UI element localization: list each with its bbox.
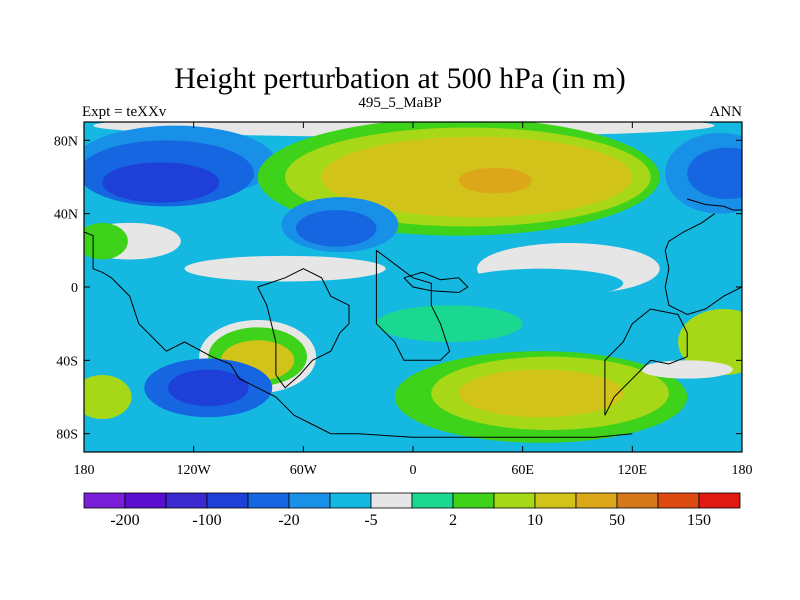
experiment-label: Expt = teXXv: [82, 104, 167, 120]
colorbar-swatch: [370, 492, 413, 509]
field-south-pacific-low-2: [168, 369, 249, 407]
field-indian-ocean-cyan: [458, 268, 624, 299]
field-sw-pacific-high: [84, 375, 132, 419]
colorbar-label: 50: [609, 512, 625, 529]
colorbar-swatch: [575, 492, 618, 509]
field-southern-ocean-high-inner: [458, 369, 624, 418]
coastline-1: [257, 268, 350, 389]
colorbar-swatch: [83, 492, 126, 509]
x-tick-label: 120E: [618, 463, 648, 478]
x-tick-label: 60W: [290, 463, 318, 478]
coastline-6: [687, 198, 742, 211]
coastline-5: [403, 271, 469, 294]
field-siberia-low-2: [687, 147, 742, 199]
x-tick-label: 180: [732, 463, 753, 478]
y-tick-label: 40N: [54, 208, 78, 223]
x-tick-label: 180: [74, 463, 95, 478]
colorbar-swatch: [698, 492, 741, 509]
x-tick-label: 120W: [177, 463, 212, 478]
period-label: 495_5_MaBP: [358, 95, 442, 111]
colorbar-label: -5: [364, 512, 377, 529]
colorbar-swatch: [616, 492, 659, 509]
colorbar-swatch: [165, 492, 208, 509]
colorbar-label: -100: [192, 512, 221, 529]
colorbar-label: 2: [449, 512, 457, 529]
x-tick-label: 0: [410, 463, 417, 478]
field-south-pacific-east-high: [678, 309, 742, 375]
field-north-atlantic-low-2: [296, 210, 377, 247]
y-tick-label: 40S: [56, 354, 78, 369]
chart-title: Height perturbation at 500 hPa (in m): [174, 62, 626, 95]
coastline-2: [375, 249, 451, 361]
colorbar-label: 150: [687, 512, 711, 529]
coastline-0: [84, 231, 633, 438]
field-west-pacific-green: [84, 222, 128, 260]
colorbar-swatch: [452, 492, 495, 509]
colorbar-swatch: [288, 492, 331, 509]
season-label: ANN: [709, 104, 743, 120]
colorbar-label: -20: [278, 512, 299, 529]
colorbar-swatch: [534, 492, 577, 509]
x-tick-label: 60E: [511, 463, 534, 478]
colorbar-swatch: [206, 492, 249, 509]
y-tick-label: 0: [71, 281, 78, 296]
field-tasman-white: [641, 360, 733, 379]
colorbar-swatch: [124, 492, 167, 509]
colorbar-label: -200: [110, 512, 139, 529]
colorbar-swatch: [657, 492, 700, 509]
y-tick-label: 80N: [54, 134, 78, 149]
y-tick-label: 80S: [56, 428, 78, 443]
coastline-3: [604, 308, 688, 416]
field-ne-pacific-trough-3: [102, 162, 220, 203]
colorbar-swatch: [247, 492, 290, 509]
field-tropical-white-band: [184, 255, 386, 282]
colorbar-swatch: [329, 492, 372, 509]
field-eurasia-high: [458, 167, 532, 194]
colorbar-label: 10: [527, 512, 543, 529]
colorbar-swatch: [411, 492, 454, 509]
colorbar-swatch: [493, 492, 536, 509]
field-atlantic-green-south: [376, 305, 523, 342]
coastline-4: [664, 213, 742, 316]
